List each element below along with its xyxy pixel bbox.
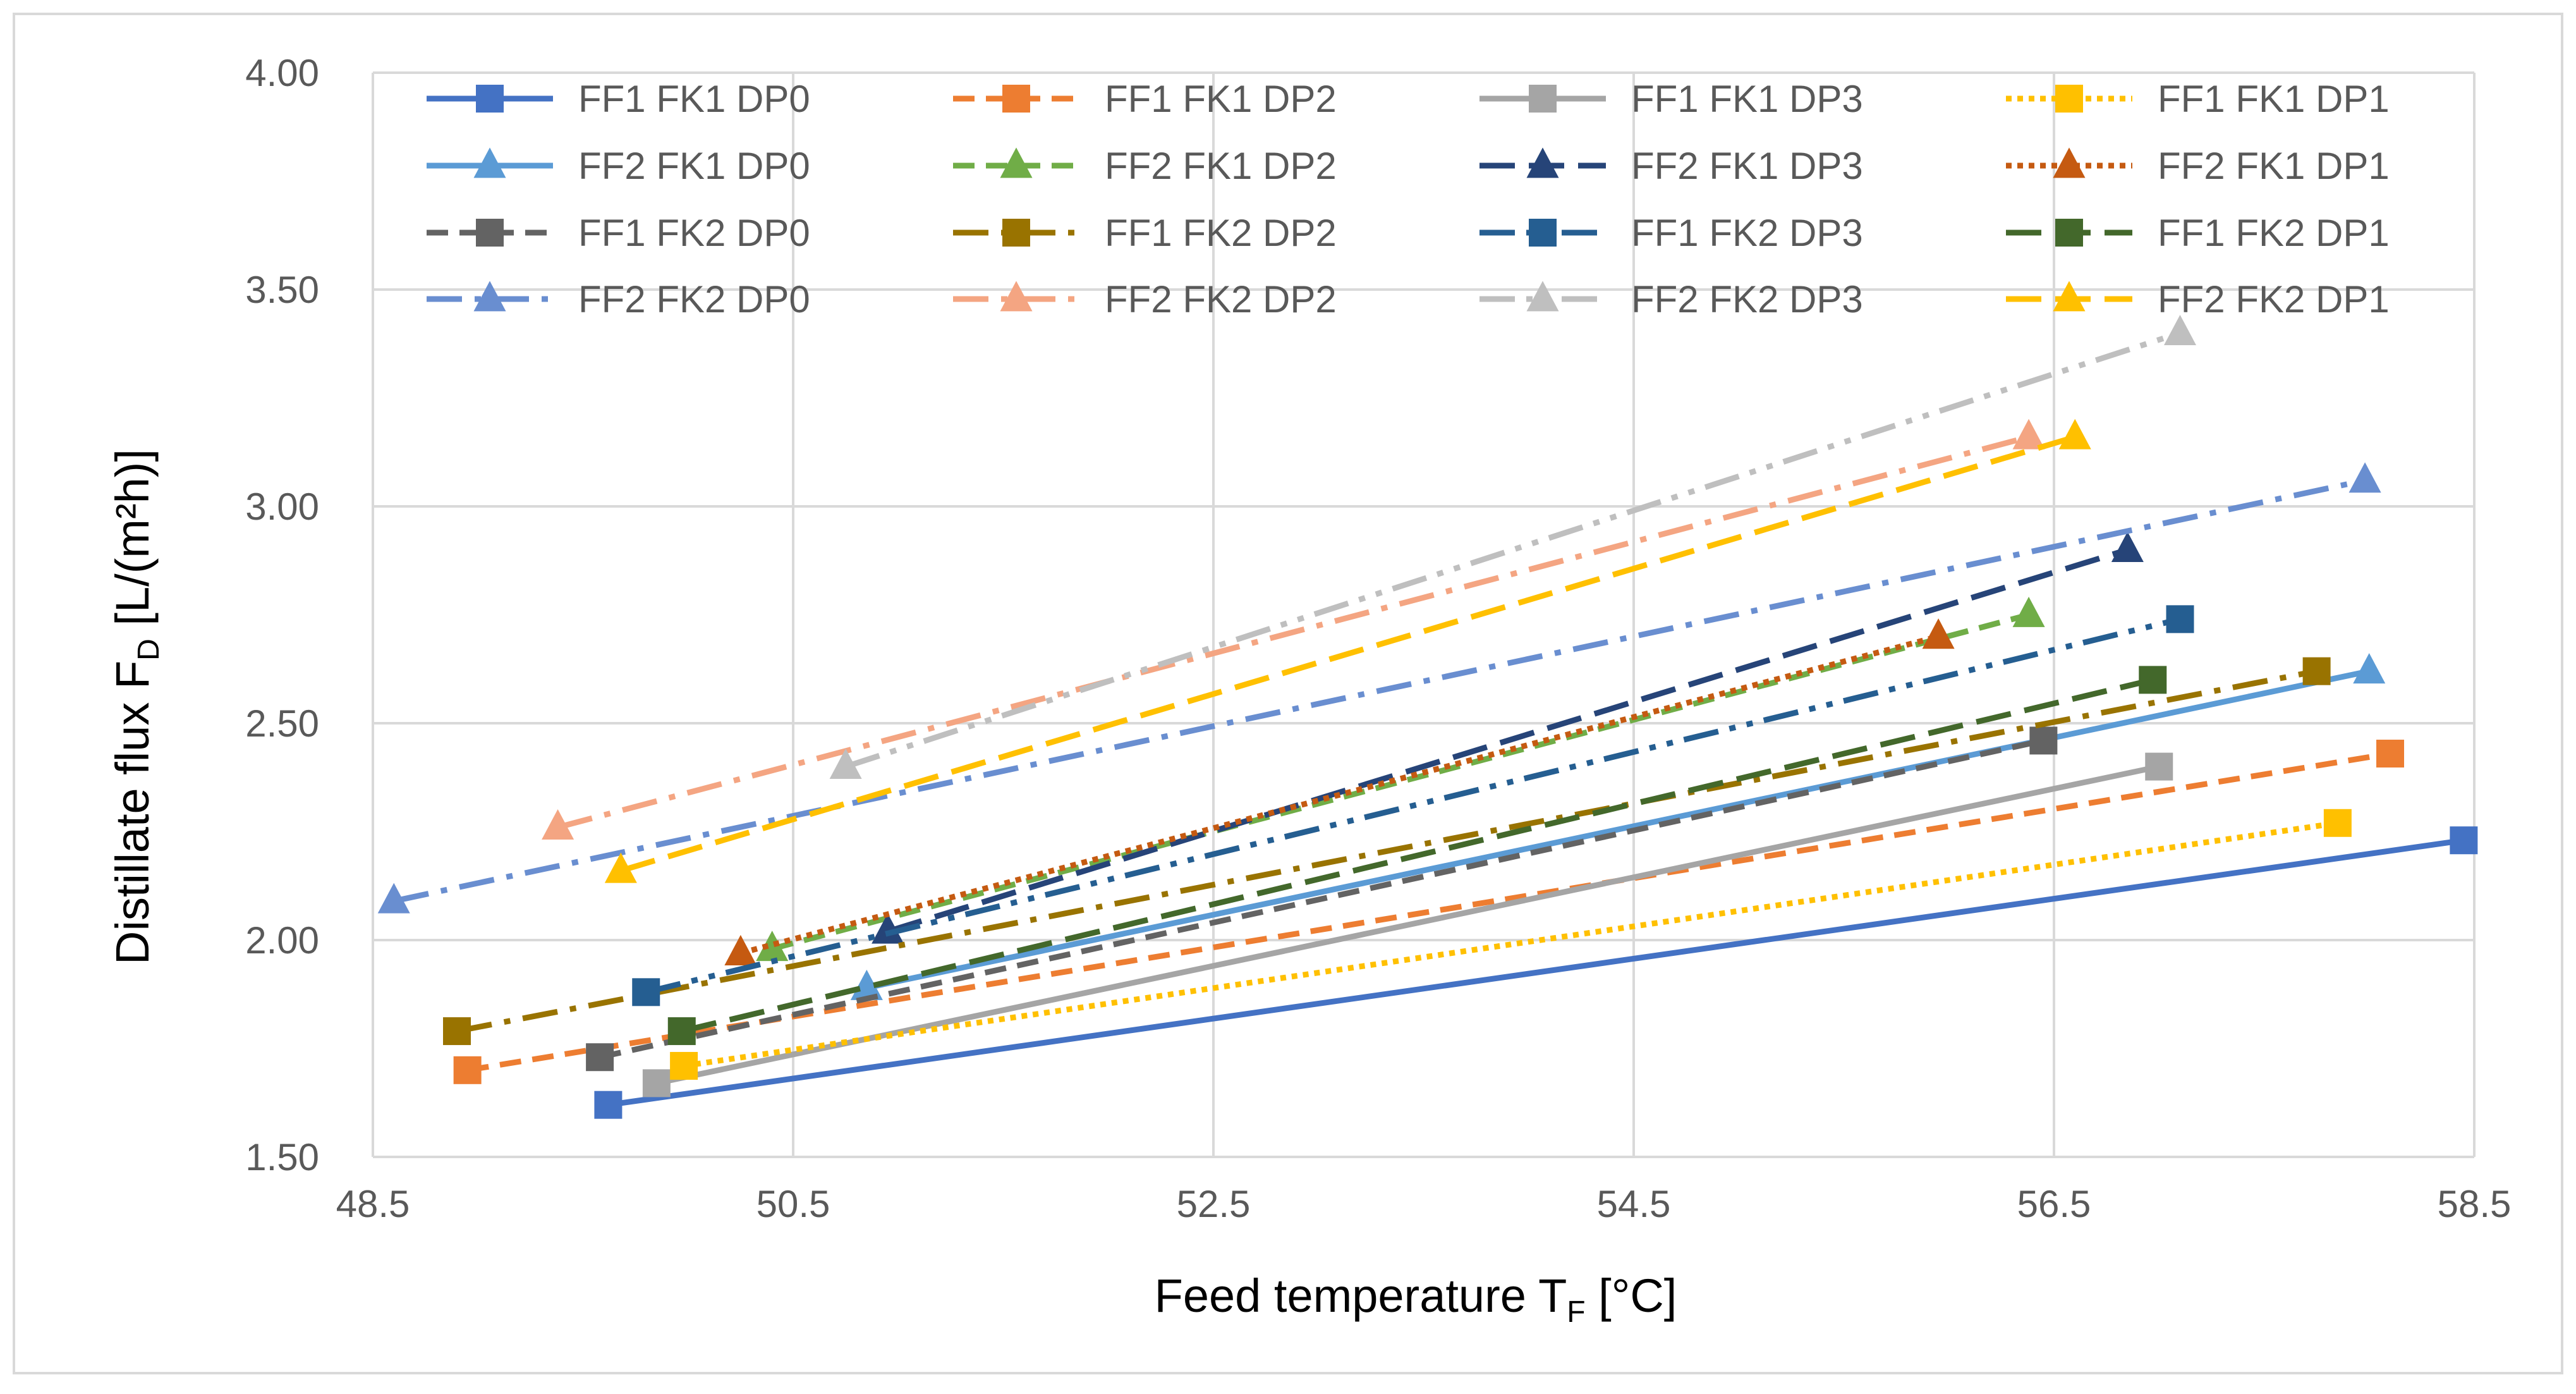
legend-marker: [1529, 219, 1557, 247]
line-chart: 48.5 50.5 52.5 54.5 56.5 58.5 1.50 2.00 2.50 3.00…: [0, 0, 2576, 1391]
x-tick-label: 48.5: [336, 1183, 410, 1225]
legend-label: FF1 FK2 DP3: [1631, 212, 1863, 254]
legend-label: FF2 FK1 DP2: [1105, 145, 1337, 187]
data-point: [454, 1056, 482, 1084]
legend-label: FF1 FK1 DP1: [2158, 78, 2390, 120]
legend-marker: [1529, 85, 1557, 113]
legend-label: FF1 FK1 DP0: [578, 78, 810, 120]
legend-marker: [2055, 85, 2083, 113]
data-point: [2324, 809, 2352, 837]
legend-label: FF1 FK2 DP0: [578, 212, 810, 254]
legend-label: FF1 FK1 DP3: [1631, 78, 1863, 120]
legend-marker: [2055, 219, 2083, 247]
data-point: [2376, 740, 2404, 767]
y-axis-title: Distillate flux FD [L/(m²h)]: [106, 449, 166, 965]
data-point: [668, 1017, 696, 1045]
legend-label: FF2 FK2 DP3: [1631, 278, 1863, 321]
data-point: [2139, 666, 2166, 694]
legend-marker: [476, 85, 504, 113]
y-tick-label: 1.50: [245, 1136, 319, 1178]
data-point: [2029, 726, 2057, 754]
legend-label: FF2 FK2 DP2: [1105, 278, 1337, 321]
data-point: [586, 1043, 614, 1071]
data-point: [2450, 826, 2477, 854]
data-point: [2166, 605, 2194, 633]
x-tick-label: 56.5: [2017, 1183, 2091, 1225]
y-tick-label: 3.00: [245, 486, 319, 528]
legend-label: FF2 FK2 DP0: [578, 278, 810, 321]
y-tick-label: 3.50: [245, 269, 319, 311]
legend-label: FF2 FK1 DP0: [578, 145, 810, 187]
data-point: [670, 1052, 698, 1080]
legend-label: FF1 FK2 DP2: [1105, 212, 1337, 254]
legend-label: FF1 FK1 DP2: [1105, 78, 1337, 120]
y-tick-label: 2.50: [245, 702, 319, 745]
legend-marker: [1002, 85, 1030, 113]
x-tick-label: 58.5: [2438, 1183, 2512, 1225]
legend-label: FF2 FK2 DP1: [2158, 278, 2390, 321]
data-point: [594, 1091, 622, 1119]
x-tick-label: 50.5: [756, 1183, 830, 1225]
y-tick-label: 4.00: [245, 52, 319, 94]
legend-marker: [1002, 219, 1030, 247]
legend-label: FF2 FK1 DP3: [1631, 145, 1863, 187]
chart-container: 48.5 50.5 52.5 54.5 56.5 58.5 1.50 2.00 2.50 3.00…: [0, 0, 2576, 1391]
data-point: [643, 1069, 671, 1097]
legend-marker: [476, 219, 504, 247]
y-tick-label: 2.00: [245, 919, 319, 962]
x-tick-label: 54.5: [1597, 1183, 1671, 1225]
data-point: [2303, 657, 2331, 685]
data-point: [2145, 753, 2173, 781]
legend-label: FF1 FK2 DP1: [2158, 212, 2390, 254]
x-axis-title: Feed temperature TF [°C]: [1155, 1269, 1677, 1329]
x-tick-label: 52.5: [1177, 1183, 1251, 1225]
data-point: [443, 1017, 471, 1045]
legend-label: FF2 FK1 DP1: [2158, 145, 2390, 187]
data-point: [632, 978, 660, 1006]
